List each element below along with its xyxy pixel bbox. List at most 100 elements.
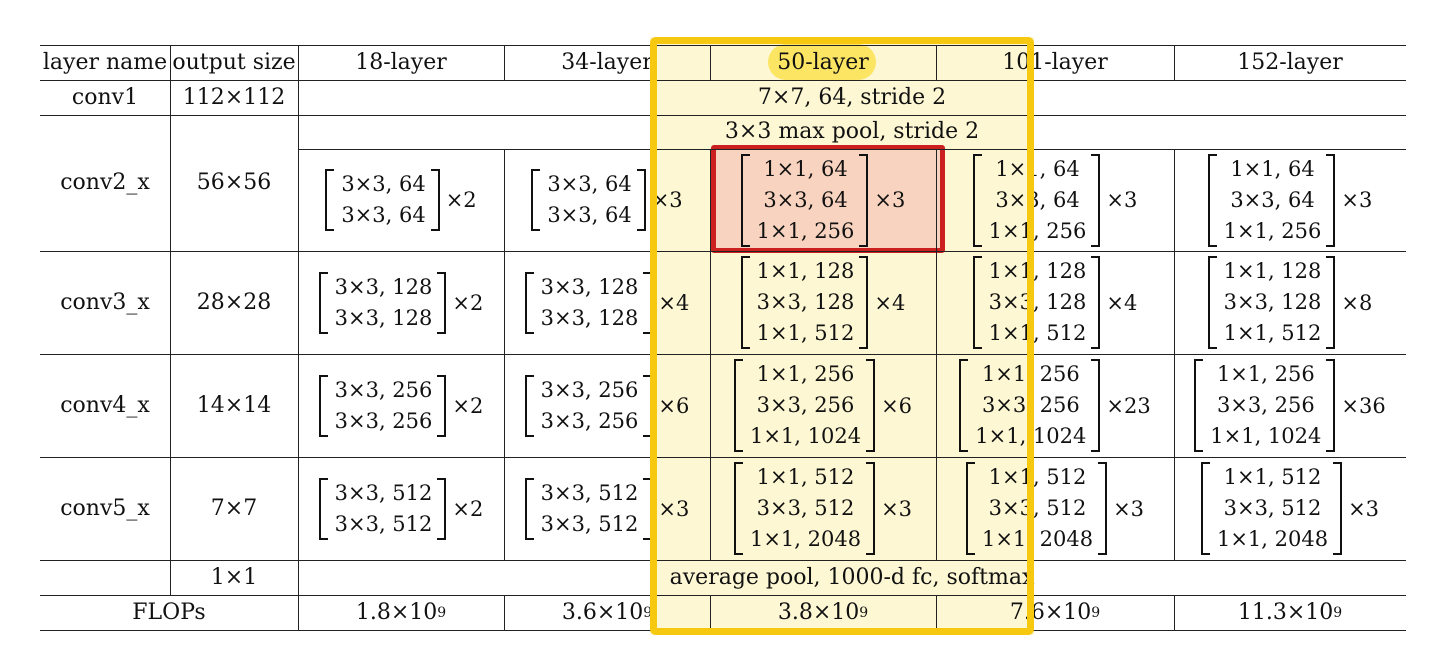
block-multiplier: ×3	[874, 188, 906, 212]
final-output: 1×1	[210, 564, 258, 590]
conv5-output: 7×7	[210, 495, 258, 521]
column-highlight-fill	[650, 37, 1034, 635]
conv3-output: 28×28	[196, 289, 272, 315]
block-layer-spec: 1×1, 512	[988, 465, 1087, 489]
bracket-group: 1×1, 64 3×3, 64 1×1, 256	[1207, 153, 1336, 247]
bracket-group: 1×1, 128 3×3, 128 1×1, 512	[972, 256, 1101, 349]
conv3-name: conv3_x	[60, 289, 150, 315]
conv5-block-18: 3×3, 512 3×3, 512 ×2	[298, 457, 504, 560]
block-layer-spec: 3×3, 256	[756, 393, 855, 417]
block-layer-spec: 3×3, 64	[341, 172, 426, 196]
block-layer-spec: 1×1, 2048	[981, 527, 1094, 551]
flops-34-value: 3.6×10	[561, 599, 644, 625]
block-layer-spec: 1×1, 512	[988, 321, 1087, 345]
conv2-block-18: 3×3, 64 3×3, 64 ×2	[298, 149, 504, 251]
rule-top	[40, 45, 1406, 46]
flops-50-value: 3.8×10	[777, 599, 860, 625]
bracket-group: 3×3, 512 3×3, 512	[524, 477, 653, 540]
vrule-h2	[710, 45, 711, 80]
bracket-group: 1×1, 128 3×3, 128 1×1, 512	[740, 256, 869, 349]
block-layer-spec: 1×1, 512	[1223, 465, 1322, 489]
block-layer-spec: 3×3, 512	[334, 480, 433, 505]
block-multiplier: ×4	[658, 290, 690, 315]
block-layer-spec: 1×1, 64	[995, 156, 1080, 181]
header-152-layer: 152-layer	[1237, 49, 1343, 75]
header-34-layer: 34-layer	[561, 49, 653, 75]
flops-exponent: 9	[437, 604, 447, 621]
block-layer-spec: 3×3, 512	[988, 496, 1087, 520]
bracket-group: 3×3, 512 3×3, 512	[318, 477, 447, 540]
conv3-block-152: 1×1, 128 3×3, 128 1×1, 512 ×8	[1174, 251, 1406, 354]
block-layer-spec: 3×3, 256	[540, 377, 639, 402]
vrule-b1	[504, 149, 505, 560]
block-multiplier: ×3	[1106, 188, 1138, 212]
conv3-block-18: 3×3, 128 3×3, 128 ×2	[298, 251, 504, 354]
bracket-group: 1×1, 512 3×3, 512 1×1, 2048	[965, 462, 1108, 555]
bracket-group: 3×3, 128 3×3, 128	[524, 271, 653, 334]
bracket-group: 1×1, 256 3×3, 256 1×1, 1024	[733, 359, 876, 452]
bracket-group: 1×1, 512 3×3, 512 1×1, 2048	[733, 462, 876, 555]
block-multiplier: ×3	[1348, 496, 1380, 521]
header-layer-name: layer name	[42, 49, 168, 75]
conv5-name: conv5_x	[60, 495, 150, 521]
conv2-output: 56×56	[196, 170, 272, 195]
rule-conv1	[40, 115, 1406, 116]
block-layer-spec: 3×3, 128	[540, 305, 639, 330]
block-multiplier: ×4	[874, 290, 906, 315]
block-multiplier: ×3	[658, 496, 690, 521]
vrule-b2	[710, 149, 711, 560]
rule-conv3	[40, 354, 1406, 355]
conv1-output: 112×112	[182, 84, 286, 110]
block-layer-spec: 3×3, 64	[547, 172, 632, 196]
conv2-block-101: 1×1, 64 3×3, 64 1×1, 256 ×3	[936, 149, 1174, 251]
block-layer-spec: 3×3, 128	[988, 290, 1087, 314]
block-layer-spec: 1×1, 256	[756, 218, 855, 243]
conv5-block-152: 1×1, 512 3×3, 512 1×1, 2048 ×3	[1174, 457, 1406, 560]
conv4-block-152: 1×1, 256 3×3, 256 1×1, 1024 ×36	[1174, 354, 1406, 457]
flops-label: FLOPs	[132, 599, 206, 625]
block-layer-spec: 3×3, 64	[763, 187, 848, 212]
block-multiplier: ×6	[881, 393, 913, 418]
block-multiplier: ×2	[445, 188, 477, 212]
block-multiplier: ×3	[881, 496, 913, 521]
conv2-name: conv2_x	[60, 170, 150, 195]
flops-34: 3.6×10 9	[504, 595, 710, 630]
bracket-group: 1×1, 512 3×3, 512 1×1, 2048	[1200, 462, 1343, 555]
block-layer-spec: 1×1, 256	[988, 218, 1087, 243]
conv3-block-50: 1×1, 128 3×3, 128 1×1, 512 ×4	[710, 251, 936, 354]
block-layer-spec: 1×1, 512	[1223, 321, 1322, 345]
block-layer-spec: 1×1, 2048	[749, 527, 862, 551]
flops-18-value: 1.8×10	[355, 599, 438, 625]
conv1-spec: 7×7, 64, stride 2	[757, 84, 947, 110]
block-layer-spec: 3×3, 512	[540, 480, 639, 505]
block-layer-spec: 3×3, 256	[334, 377, 433, 402]
flops-152-value: 11.3×10	[1237, 599, 1334, 625]
block-multiplier: ×2	[452, 290, 484, 315]
block-multiplier: ×2	[452, 496, 484, 521]
vrule-f1	[504, 595, 505, 630]
block-multiplier: ×2	[452, 393, 484, 418]
block-layer-spec: 1×1, 64	[763, 156, 848, 181]
bracket-group: 1×1, 128 3×3, 128 1×1, 512	[1207, 256, 1336, 349]
conv4-block-50: 1×1, 256 3×3, 256 1×1, 1024 ×6	[710, 354, 936, 457]
conv4-output: 14×14	[196, 392, 272, 418]
block-layer-spec: 3×3, 64	[547, 203, 632, 227]
block-layer-spec: 1×1, 1024	[749, 424, 862, 448]
block-layer-spec: 1×1, 64	[1230, 156, 1315, 181]
block-layer-spec: 1×1, 128	[756, 259, 855, 283]
bracket-group: 3×3, 256 3×3, 256	[318, 374, 447, 437]
vrule-b4	[1174, 149, 1175, 560]
block-layer-spec: 3×3, 64	[995, 187, 1080, 212]
rule-header	[40, 80, 1406, 81]
flops-exponent: 9	[859, 604, 869, 621]
block-multiplier: ×3	[1341, 188, 1373, 212]
conv4-block-18: 3×3, 256 3×3, 256 ×2	[298, 354, 504, 457]
bracket-group: 1×1, 256 3×3, 256 1×1, 1024	[1194, 359, 1336, 452]
block-layer-spec: 3×3, 256	[540, 408, 639, 433]
flops-50: 3.8×10 9	[710, 595, 936, 630]
block-layer-spec: 3×3, 128	[334, 305, 433, 330]
vrule-b3	[936, 149, 937, 560]
vrule-1	[170, 45, 171, 595]
column-highlight-frame	[650, 37, 1034, 635]
